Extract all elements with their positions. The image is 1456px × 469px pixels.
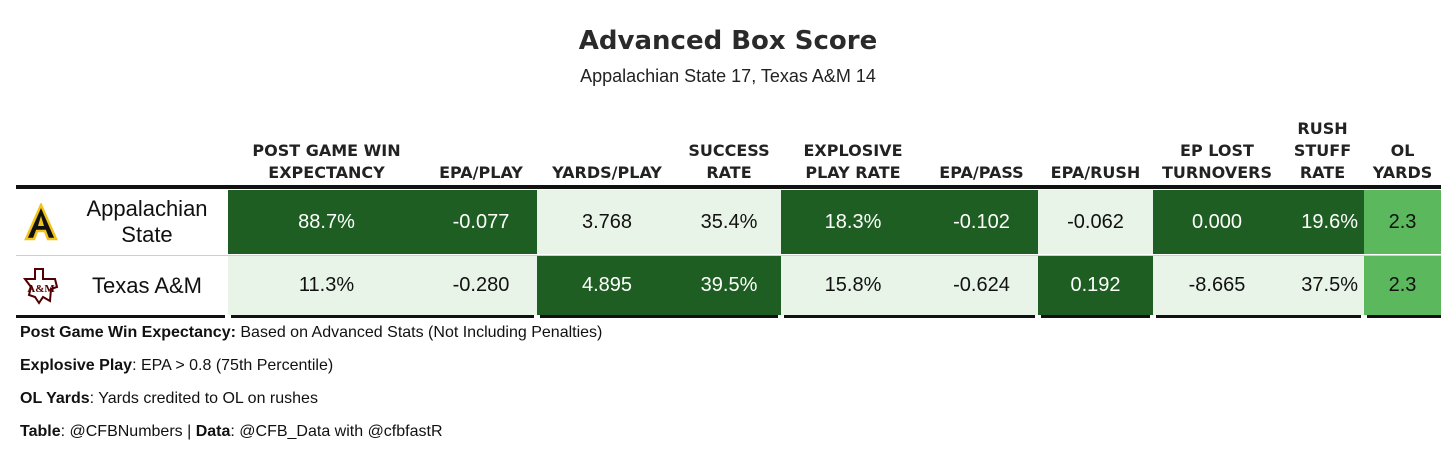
- group-underline: [784, 315, 1035, 318]
- cell-rush-stuff-rate: 19.6%: [1281, 190, 1364, 254]
- table-row: A&M Texas A&M 11.3% -0.280 4.895 39.5% 15.8% -0…: [16, 256, 1441, 315]
- footnote-label: Post Game Win Expectancy:: [20, 324, 236, 341]
- cell-ep-lost-turnovers: 0.000: [1153, 190, 1281, 254]
- footnote: Explosive Play: EPA > 0.8 (75th Percenti…: [20, 357, 333, 375]
- column-header-success-rate: SUCCESS RATE: [688, 141, 770, 182]
- appalachian-state-logo: [20, 190, 62, 254]
- cell-epa-rush: 0.192: [1038, 256, 1153, 315]
- team-name: Texas A&M: [91, 272, 203, 298]
- header-rule: [16, 185, 1441, 189]
- cell-win-expectancy: 88.7%: [228, 190, 425, 254]
- cell-explosive-play-rate: 15.8%: [781, 256, 925, 315]
- chart-subtitle: Appalachian State 17, Texas A&M 14: [580, 66, 876, 86]
- cell-epa-play: -0.077: [425, 190, 537, 254]
- group-underline: [1156, 315, 1361, 318]
- svg-text:A&M: A&M: [27, 283, 55, 295]
- group-underline: [16, 315, 225, 318]
- footnote-text: : EPA > 0.8 (75th Percentile): [132, 357, 334, 374]
- group-underline: [1367, 315, 1441, 318]
- footnote: Post Game Win Expectancy: Based on Advan…: [20, 324, 602, 342]
- cell-epa-pass: -0.102: [925, 190, 1038, 254]
- footnote-label: Table: [20, 423, 61, 440]
- cell-ep-lost-turnovers: -8.665: [1153, 256, 1281, 315]
- cell-win-expectancy: 11.3%: [228, 256, 425, 315]
- chart-title: Advanced Box Score: [578, 26, 878, 56]
- group-underline: [231, 315, 534, 318]
- footnote-text: : @CFB_Data with @cfbfastR: [230, 423, 443, 440]
- footnote: OL Yards: Yards credited to OL on rushes: [20, 390, 318, 408]
- cell-epa-pass: -0.624: [925, 256, 1038, 315]
- cell-ol-yards: 2.3: [1364, 256, 1441, 315]
- column-header-ol-yards: OL YARDS: [1372, 141, 1433, 182]
- cell-rush-stuff-rate: 37.5%: [1281, 256, 1364, 315]
- footnote-text: : Yards credited to OL on rushes: [89, 390, 318, 407]
- texas-am-logo: A&M: [20, 256, 62, 315]
- column-header-yards-play: YARDS/PLAY: [552, 163, 662, 182]
- cell-yards-play: 3.768: [537, 190, 677, 254]
- column-header-ep-lost-turnovers: EP LOST TURNOVERS: [1162, 141, 1272, 182]
- column-header-win-expectancy: POST GAME WIN EXPECTANCY: [252, 141, 401, 182]
- cell-success-rate: 39.5%: [677, 256, 781, 315]
- cell-epa-play: -0.280: [425, 256, 537, 315]
- column-header-explosive-play-rate: EXPLOSIVE PLAY RATE: [803, 141, 903, 182]
- group-underline: [540, 315, 778, 318]
- column-header-epa-play: EPA/PLAY: [439, 163, 523, 182]
- footnote-text: : @CFBNumbers |: [60, 423, 196, 440]
- team-name: Appalachian State: [86, 196, 208, 247]
- cell-success-rate: 35.4%: [677, 190, 781, 254]
- footnote-label: OL Yards: [20, 390, 90, 407]
- column-header-epa-rush: EPA/RUSH: [1050, 163, 1141, 182]
- column-header-epa-pass: EPA/PASS: [939, 163, 1024, 182]
- column-header-rush-stuff-rate: RUSH STUFF RATE: [1293, 119, 1352, 182]
- group-underline: [1041, 315, 1150, 318]
- footnote-text: Based on Advanced Stats (Not Including P…: [235, 324, 603, 341]
- table-row: Appalachian State 88.7% -0.077 3.768 35.4% 18…: [16, 190, 1441, 254]
- cell-ol-yards: 2.3: [1364, 190, 1441, 254]
- cell-explosive-play-rate: 18.3%: [781, 190, 925, 254]
- footnote-label: Explosive Play: [20, 357, 133, 374]
- footnote: Table: @CFBNumbers | Data: @CFB_Data wit…: [20, 423, 443, 441]
- footnote-label: Data: [195, 423, 231, 440]
- cell-epa-rush: -0.062: [1038, 190, 1153, 254]
- column-headers: POST GAME WIN EXPECTANCY EPA/PLAY YARDS/PL…: [0, 108, 1456, 184]
- cell-yards-play: 4.895: [537, 256, 677, 315]
- row-divider: [16, 255, 1441, 256]
